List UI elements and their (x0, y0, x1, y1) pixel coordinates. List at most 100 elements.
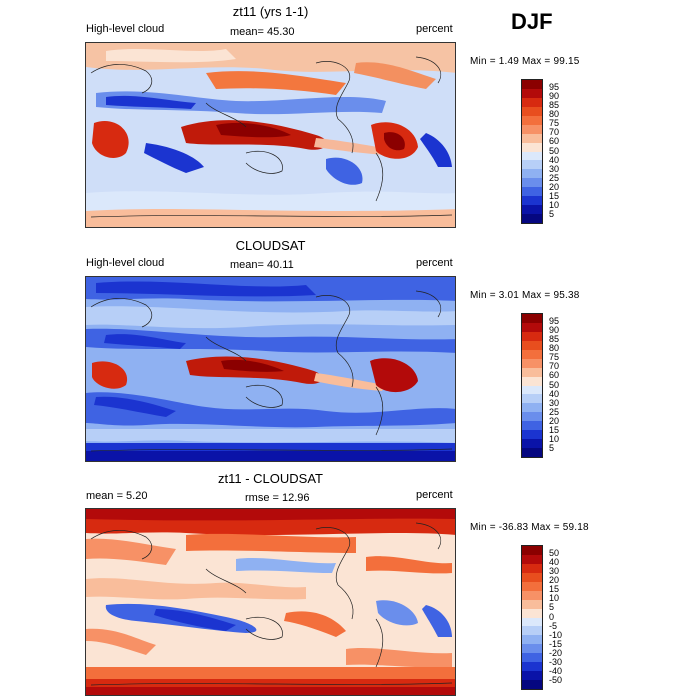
colorbar-tick-label: -30 (549, 656, 563, 667)
colorbar-tick-label: 25 (549, 406, 560, 417)
colorbar-tick-label: 10 (549, 593, 560, 604)
colorbar-swatch (522, 635, 542, 645)
colorbar-swatch (522, 314, 542, 323)
colorbar-tick-label: 15 (549, 424, 560, 435)
colorbar-tick-label: 95 (549, 82, 560, 93)
colorbar-swatch (522, 340, 542, 350)
min-max-readout: Min = 3.01 Max = 95.38 (470, 290, 580, 301)
colorbar-swatch (522, 187, 542, 197)
colorbar-tick-label: 60 (549, 370, 560, 381)
colorbar-tick-label: 25 (549, 172, 560, 183)
colorbar-swatch (522, 214, 542, 223)
panel-title: zt11 (yrs 1-1) (232, 4, 309, 19)
colorbar (521, 545, 543, 690)
colorbar-tick-label: -20 (549, 647, 563, 658)
colorbar-swatch (522, 421, 542, 431)
colorbar-tick-label: -40 (549, 665, 563, 676)
colorbar-tick-label: 20 (549, 415, 560, 426)
colorbar-swatch (522, 680, 542, 689)
colorbar-tick-label: 70 (549, 127, 560, 138)
colorbar-swatch (522, 349, 542, 359)
colorbar-swatch (522, 160, 542, 170)
rmse-label: rmse = 12.96 (245, 492, 310, 504)
colorbar-swatch (522, 322, 542, 332)
colorbar-swatch (522, 439, 542, 449)
colorbar-tick-label: 5 (549, 442, 555, 453)
colorbar-swatch (522, 367, 542, 377)
colorbar-swatch (522, 403, 542, 413)
colorbar-swatch (522, 394, 542, 404)
colorbar-tick-label: -50 (549, 674, 563, 685)
colorbar-tick-label: 50 (549, 548, 560, 559)
mean-label: mean= 40.11 (230, 259, 294, 271)
colorbar-swatch (522, 662, 542, 672)
colorbar-tick-label: 80 (549, 109, 560, 120)
colorbar-swatch (522, 376, 542, 386)
colorbar-tick-label: 20 (549, 181, 560, 192)
colorbar-tick-label: 15 (549, 584, 560, 595)
colorbar-tick-label: 15 (549, 190, 560, 201)
colorbar-swatch (522, 430, 542, 440)
colorbar-tick-label: 50 (549, 145, 560, 156)
colorbar-swatch (522, 653, 542, 663)
colorbar-swatch (522, 581, 542, 591)
colorbar-tick-label: 85 (549, 100, 560, 111)
colorbar-tick-label: 40 (549, 557, 560, 568)
colorbar-swatch (522, 644, 542, 654)
colorbar-tick-label: 40 (549, 388, 560, 399)
colorbar-swatch (522, 590, 542, 600)
colorbar-tick-label: 50 (549, 379, 560, 390)
colorbar-swatch (522, 563, 542, 573)
colorbar-swatch (522, 205, 542, 215)
colorbar-swatch (522, 626, 542, 636)
colorbar-tick-label: 90 (549, 325, 560, 336)
colorbar (521, 313, 543, 458)
colorbar-swatch (522, 554, 542, 564)
mean-label: mean = 5.20 (86, 490, 148, 502)
variable-label: High-level cloud (86, 23, 165, 35)
colorbar-swatch (522, 196, 542, 206)
colorbar-swatch (522, 142, 542, 152)
season-label: DJF (511, 9, 553, 34)
colorbar-swatch (522, 385, 542, 395)
colorbar-tick-label: 10 (549, 433, 560, 444)
colorbar-tick-label: -5 (549, 620, 558, 631)
min-max-readout: Min = -36.83 Max = 59.18 (470, 522, 589, 533)
colorbar-swatch (522, 97, 542, 107)
colorbar-tick-label: 5 (549, 208, 555, 219)
colorbar-tick-label: 75 (549, 118, 560, 129)
colorbar-swatch (522, 546, 542, 555)
colorbar-tick-label: -15 (549, 638, 563, 649)
colorbar-swatch (522, 671, 542, 681)
colorbar-tick-label: 85 (549, 334, 560, 345)
units-label: percent (416, 23, 453, 35)
colorbar-tick-label: 80 (549, 343, 560, 354)
colorbar-tick-label: 75 (549, 352, 560, 363)
colorbar-tick-label: 30 (549, 163, 560, 174)
mean-label: mean= 45.30 (230, 26, 295, 38)
colorbar-swatch (522, 178, 542, 188)
colorbar-swatch (522, 115, 542, 125)
colorbar-swatch (522, 448, 542, 457)
colorbar-tick-label: 0 (549, 611, 555, 622)
colorbar-tick-label: 20 (549, 575, 560, 586)
colorbar-swatch (522, 608, 542, 618)
colorbar-tick-label: 90 (549, 91, 560, 102)
colorbar-swatch (522, 80, 542, 89)
colorbar-swatch (522, 106, 542, 116)
units-label: percent (416, 489, 453, 501)
colorbar-tick-label: 60 (549, 136, 560, 147)
map-panel-obs (85, 276, 456, 462)
colorbar-tick-label: 30 (549, 566, 560, 577)
units-label: percent (416, 257, 453, 269)
colorbar-swatch (522, 412, 542, 422)
colorbar-swatch (522, 124, 542, 134)
colorbar-tick-label: 10 (549, 199, 560, 210)
colorbar-swatch (522, 169, 542, 179)
min-max-readout: Min = 1.49 Max = 99.15 (470, 56, 580, 67)
colorbar-swatch (522, 572, 542, 582)
colorbar-tick-label: 40 (549, 154, 560, 165)
colorbar-tick-label: -10 (549, 629, 563, 640)
colorbar-swatch (522, 151, 542, 161)
variable-label: High-level cloud (86, 257, 165, 269)
